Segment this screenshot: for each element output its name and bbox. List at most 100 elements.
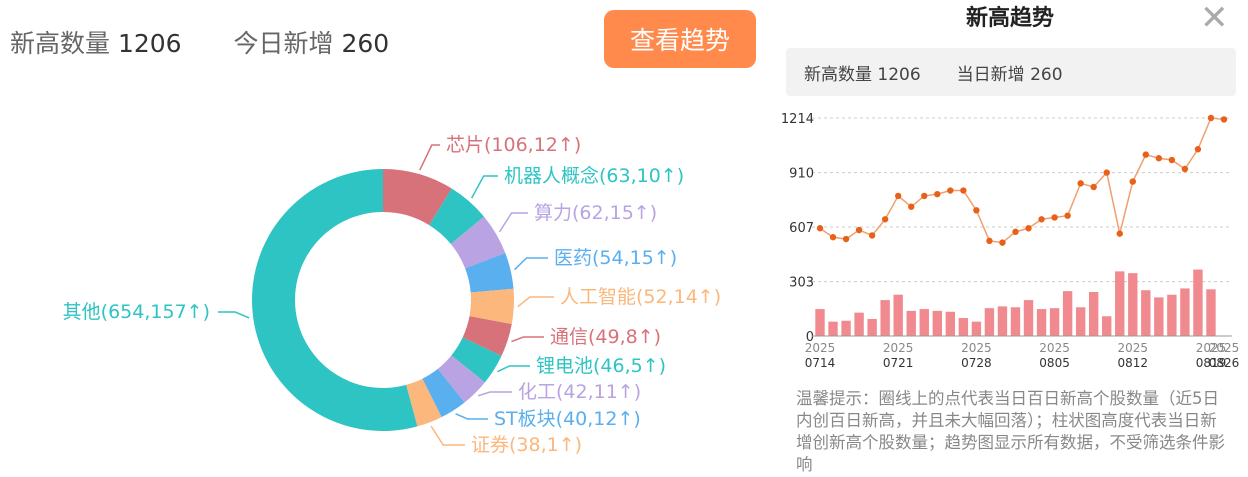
donut-slice[interactable] (450, 216, 506, 269)
x-tick-date: 0805 (1039, 356, 1070, 370)
trend-chart: 1214910607303020250714202507212025072820… (781, 112, 1240, 370)
x-tick-date: 0826 (1209, 356, 1240, 370)
x-tick-date: 0714 (805, 356, 836, 370)
trend-point (947, 187, 954, 194)
trend-point (973, 207, 980, 214)
x-tick-date: 0812 (1118, 356, 1149, 370)
summary-new-high: 新高数量 1206 (804, 64, 921, 85)
trend-point (1181, 165, 1189, 173)
new-added-bar (1036, 309, 1047, 336)
trend-point (1194, 146, 1202, 153)
trend-point (816, 225, 824, 232)
trend-point (1220, 116, 1228, 123)
today-added-value: 260 (341, 29, 390, 58)
donut-slice[interactable] (437, 355, 485, 403)
slice-label: 芯片(106,12↑) (446, 134, 581, 156)
trend-point (1090, 183, 1097, 191)
x-tick-date: 0728 (961, 356, 992, 370)
slice-label: 证券(38,1↑) (471, 434, 582, 456)
today-added-label: 今日新增 (233, 29, 334, 58)
donut-slice[interactable] (469, 288, 514, 325)
slice-label-line (497, 365, 530, 373)
x-tick-date: 0721 (883, 356, 914, 370)
new-added-bar (880, 300, 890, 336)
tip-text: 温馨提示：圈线上的点代表当日百日新高个股数量（近5日内创百日新高，并且未大幅回落… (796, 389, 1225, 474)
slice-label-line (470, 175, 498, 199)
new-added-bar (984, 308, 995, 336)
new-added-bar (1128, 273, 1138, 336)
x-tick-year: 2025 (1209, 341, 1240, 355)
slice-label-line (477, 391, 512, 397)
new-high-label: 新高数量 (10, 29, 111, 58)
new-added-bar (958, 318, 969, 336)
summary-today-added: 当日新增 260 (956, 64, 1063, 85)
stats-bar: 新高数量 1206 今日新增 260 (10, 24, 389, 60)
trend-point (908, 203, 915, 210)
trend-point (921, 192, 928, 200)
new-added-bar (945, 311, 956, 336)
view-trend-button[interactable]: 查看趋势 (604, 10, 756, 68)
y-tick-label: 0 (806, 330, 814, 345)
new-added-bar (841, 320, 851, 336)
new-added-bar (1102, 316, 1112, 336)
new-added-bar (828, 321, 838, 336)
new-added-bar (893, 294, 903, 336)
slice-label-line (419, 144, 440, 171)
trend-point (960, 187, 967, 194)
trend-point (1051, 214, 1058, 221)
slice-label-line (430, 425, 465, 446)
trend-point (868, 232, 876, 239)
new-added-bar (1088, 292, 1099, 336)
new-added-bar (1141, 290, 1151, 336)
slice-label: ST板块(40,12↑) (494, 408, 641, 430)
donut-slice[interactable] (429, 188, 485, 244)
x-tick-year: 2025 (1118, 341, 1149, 355)
trend-point (1142, 151, 1150, 158)
trend-point (1103, 169, 1110, 176)
trend-point (934, 190, 941, 198)
x-tick-year: 2025 (1196, 341, 1227, 355)
donut-slice[interactable] (251, 169, 418, 432)
new-added-bar (854, 312, 864, 336)
new-high-overview: 新高数量 1206 今日新增 260 查看趋势 芯片(106,12↑) 机器人概念… (0, 0, 780, 477)
donut-slice[interactable] (462, 316, 512, 356)
new-added-bar (1010, 307, 1021, 336)
donut-slice[interactable] (406, 378, 442, 427)
sector-donut-chart[interactable]: 芯片(106,12↑) 机器人概念(63,10↑) 算力(62,15↑) 医药(54,… (0, 0, 780, 477)
x-tick-year: 2025 (961, 341, 992, 355)
trend-point (829, 234, 837, 241)
slice-label: 医药(54,15↑) (554, 247, 677, 269)
new-added-bar (1049, 308, 1060, 336)
x-tick-year: 2025 (805, 341, 836, 355)
new-added-bar (1023, 300, 1034, 336)
slice-label-line (511, 336, 544, 343)
trend-point (1012, 228, 1019, 236)
trend-point (842, 235, 850, 243)
y-tick-label: 1214 (781, 112, 814, 127)
trend-point (855, 226, 863, 234)
trend-point (1077, 180, 1084, 187)
slice-label-line (517, 296, 554, 308)
trend-point (1025, 225, 1032, 232)
new-added-bar (1115, 271, 1125, 336)
trend-point (1129, 178, 1136, 185)
slice-label: 通信(49,8↑) (550, 326, 661, 348)
new-added-bar (1167, 294, 1177, 336)
slice-label-line (455, 413, 488, 420)
slice-label: 其他(654,157↑) (63, 301, 210, 323)
trend-point (894, 192, 902, 200)
donut-slice[interactable] (451, 337, 502, 383)
donut-slice[interactable] (422, 368, 465, 418)
y-tick-label: 910 (789, 167, 814, 182)
y-tick-label: 303 (789, 276, 814, 291)
slice-label-line (514, 257, 548, 271)
new-added-bar (906, 310, 916, 336)
donut-slice[interactable] (465, 252, 514, 293)
new-high-value: 1206 (117, 29, 182, 58)
close-icon[interactable]: ✕ (1200, 0, 1229, 38)
new-added-bar (1154, 297, 1164, 336)
donut-slice[interactable] (383, 169, 452, 226)
new-added-bar (1180, 288, 1190, 336)
x-tick-date: 0819 (1196, 356, 1227, 370)
new-added-bar (1193, 269, 1203, 336)
